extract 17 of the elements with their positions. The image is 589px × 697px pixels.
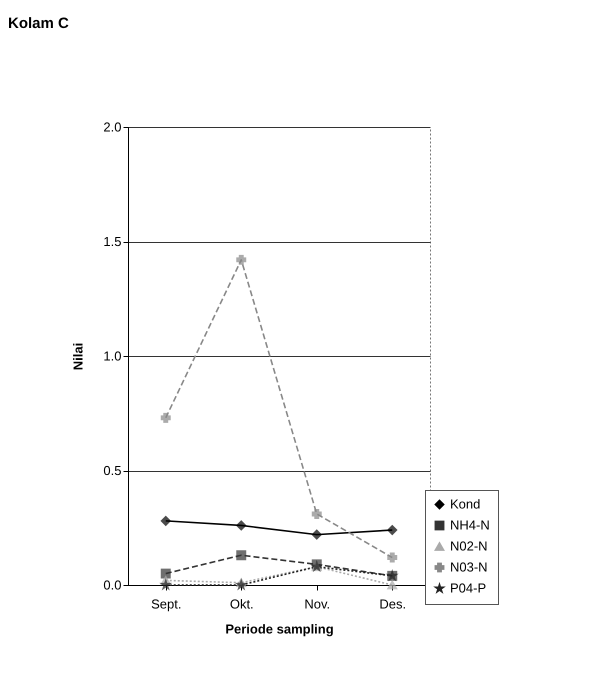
y-axis-title: Nilai	[70, 342, 86, 370]
y-tick-label: 1.5	[103, 234, 122, 249]
legend-label: N02-N	[450, 538, 488, 554]
legend-label: Kond	[450, 496, 480, 512]
legend-label: NH4-N	[450, 518, 490, 532]
y-tick-label: 0.0	[103, 578, 122, 592]
x-tick-label: Okt.	[230, 596, 254, 612]
y-tick-label: 0.5	[103, 463, 122, 478]
y-tick-label: 1.0	[103, 348, 122, 364]
x-tick-label: Nov.	[304, 596, 330, 612]
chart-title: Kolam C	[8, 15, 70, 32]
y-tick-label: 2.0	[103, 120, 122, 134]
x-axis-title: Periode sampling	[225, 622, 334, 636]
legend-label: N03-N	[450, 560, 488, 574]
x-tick-label: Des.	[379, 596, 406, 612]
x-tick-label: Sept.	[151, 596, 182, 612]
legend-label: P04-P	[450, 580, 486, 596]
